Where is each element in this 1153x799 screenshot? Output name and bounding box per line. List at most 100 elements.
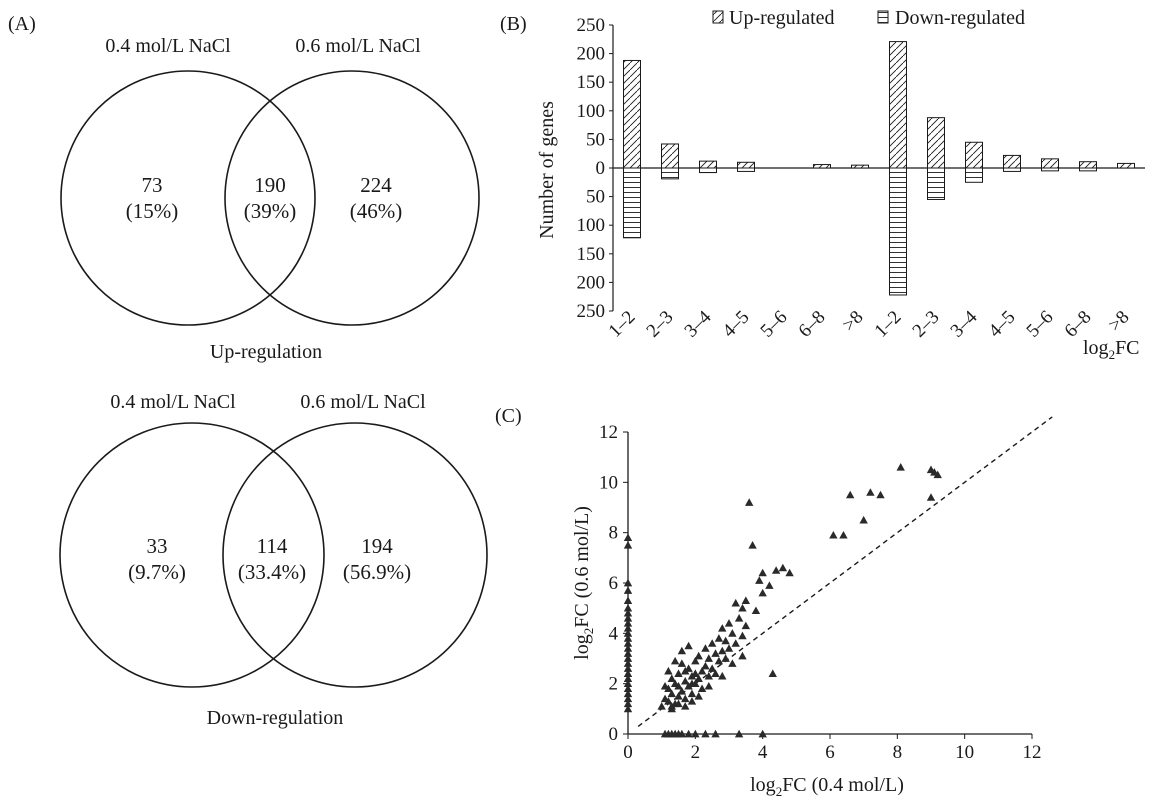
bar-down-regulated xyxy=(661,167,679,180)
bar-up-regulated xyxy=(661,143,679,169)
scatter-point xyxy=(623,704,633,713)
scatter-point xyxy=(681,666,690,675)
bar-down-regulated xyxy=(889,167,907,296)
bar-y-tick-label: 100 xyxy=(577,101,606,122)
venn-up-regulation: 0.4 mol/L NaCl 0.6 mol/L NaCl 73 (15%) 1… xyxy=(60,35,480,363)
bar-y-tick-label: 100 xyxy=(577,215,606,236)
bar-y-tick-label: 200 xyxy=(577,44,606,65)
scatter-point xyxy=(785,568,794,577)
scatter-point xyxy=(660,681,670,690)
scatter-point xyxy=(623,541,633,549)
scatter-point xyxy=(674,669,683,677)
scatter-y-tick-label: 2 xyxy=(609,674,619,695)
scatter-point xyxy=(728,659,737,667)
venn-up-center-count: 190 xyxy=(254,173,286,197)
scatter-point xyxy=(707,639,717,647)
scatter-point xyxy=(657,702,666,710)
bar-down-regulated xyxy=(965,167,983,183)
scatter-point xyxy=(623,644,633,652)
scatter-point xyxy=(687,697,697,705)
scatter-point xyxy=(697,684,707,693)
bar-x-tick-label: 2–3 xyxy=(643,307,678,342)
venn-up-center-pct: (39%) xyxy=(244,199,296,223)
scatter-point xyxy=(701,661,710,670)
scatter-point xyxy=(664,666,673,675)
scatter-point xyxy=(748,541,757,549)
scatter-point xyxy=(623,586,633,594)
bar-x-axis-title: log2FC xyxy=(1083,337,1140,362)
bar-down-regulated xyxy=(699,167,717,174)
scatter-point xyxy=(664,697,673,705)
venn-up-right-circle xyxy=(224,70,480,326)
scatter-point xyxy=(876,490,885,499)
scatter-point xyxy=(738,651,747,660)
bar-y-tick-label: 50 xyxy=(586,129,605,150)
scatter-point xyxy=(623,689,633,698)
scatter-point xyxy=(718,624,727,632)
scatter-point xyxy=(694,674,703,682)
scatter-point xyxy=(623,649,633,657)
scatter-point xyxy=(681,702,690,710)
scatter-y-tick-label: 6 xyxy=(609,573,619,594)
bar-x-tick-label: 6–8 xyxy=(795,307,830,342)
scatter-point xyxy=(724,644,734,652)
bar-up-regulated xyxy=(699,160,717,169)
venn-down-left-count: 33 xyxy=(147,534,168,558)
scatter-point xyxy=(694,651,703,660)
bar-up-regulated xyxy=(1079,161,1097,169)
scatter-point xyxy=(623,664,633,672)
scatter-point xyxy=(745,498,754,506)
scatter-point xyxy=(714,634,724,642)
bar-x-tick-label: 5–6 xyxy=(757,307,792,342)
venn-down-left-circle xyxy=(59,422,325,688)
scatter-point xyxy=(667,689,676,698)
venn-down-left-pct: (9.7%) xyxy=(128,560,186,584)
scatter-y-tick-label: 0 xyxy=(609,724,619,745)
scatter-point xyxy=(738,603,747,612)
scatter-x-tick-label: 2 xyxy=(691,742,701,763)
scatter-point xyxy=(718,671,727,680)
scatter-point xyxy=(728,629,737,637)
scatter-point xyxy=(681,676,690,685)
scatter-point xyxy=(623,603,633,612)
bar-down-regulated xyxy=(1079,167,1097,172)
scatter-point xyxy=(778,563,788,572)
scatter-chart-c: log2FC (0.6 mol/L) log2FC (0.4 mol/L) 0 2… xyxy=(571,416,1053,799)
scatter-point xyxy=(714,656,724,665)
bar-legend: Up-regulated Down-regulated xyxy=(712,7,1025,29)
venn-down-right-title: 0.6 mol/L NaCl xyxy=(300,391,426,413)
venn-up-caption: Up-regulation xyxy=(210,341,322,363)
scatter-point xyxy=(859,515,868,524)
scatter-point xyxy=(926,493,936,501)
bar-up-regulated xyxy=(1117,162,1135,169)
scatter-point xyxy=(704,654,713,662)
bar-down-regulated xyxy=(927,167,945,200)
legend-down-label: Down-regulated xyxy=(895,7,1025,29)
scatter-point xyxy=(623,578,633,587)
scatter-point xyxy=(684,729,693,738)
scatter-x-axis-title: log2FC (0.4 mol/L) xyxy=(750,774,904,799)
scatter-y-tick-label: 8 xyxy=(609,523,619,544)
bar-y-tick-label: 250 xyxy=(577,301,606,322)
venn-up-left-circle xyxy=(60,70,316,326)
venn-up-left-title: 0.4 mol/L NaCl xyxy=(105,35,231,57)
bar-x-tick-label: 4–5 xyxy=(719,307,754,342)
scatter-point xyxy=(623,634,633,642)
legend-up-label: Up-regulated xyxy=(729,7,835,29)
bar-down-regulated xyxy=(1003,167,1021,172)
scatter-x-tick-label: 8 xyxy=(893,742,903,763)
bar-y-tick-label: 0 xyxy=(596,158,606,179)
scatter-point xyxy=(866,488,875,496)
scatter-point xyxy=(667,674,676,682)
scatter-point xyxy=(623,609,633,617)
scatter-x-tick-label: 12 xyxy=(1023,742,1042,763)
bar-x-tick-label: 1–2 xyxy=(605,307,640,342)
scatter-point xyxy=(674,681,683,690)
panel-b-label: (B) xyxy=(500,13,527,35)
scatter-point xyxy=(623,679,633,688)
venn-up-left-pct: (15%) xyxy=(126,199,178,223)
scatter-y-tick-label: 12 xyxy=(599,422,618,443)
legend-up-swatch xyxy=(712,10,724,24)
scatter-point xyxy=(731,639,740,647)
